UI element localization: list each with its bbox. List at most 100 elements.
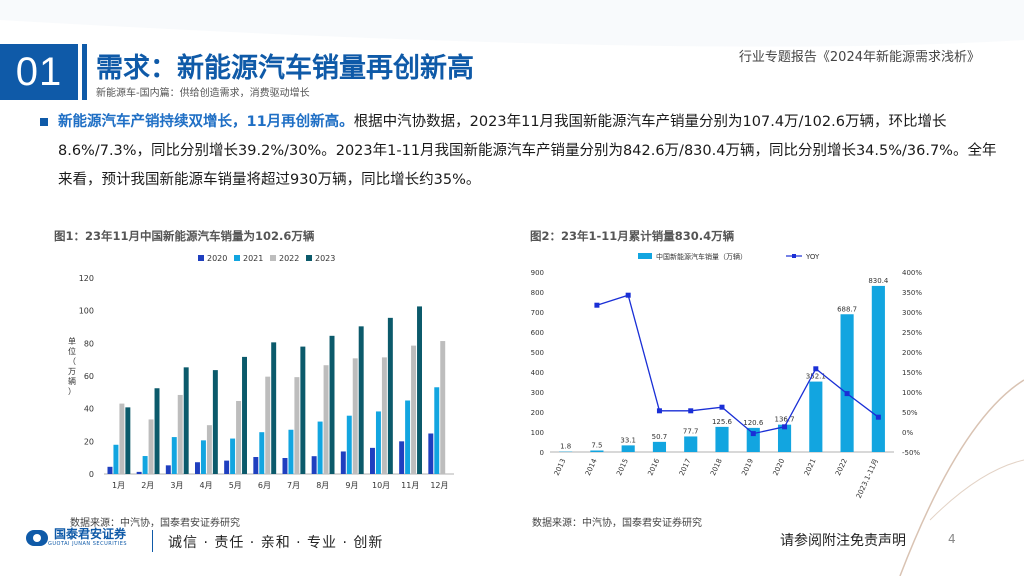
monthly-sales-bar-chart: 2020 2021 2022 2023 0 20 40 60 80 100 120 单位（万辆） 1月 2… — [68, 254, 454, 490]
legend-swatch — [306, 255, 312, 261]
figure2-chart: 中国新能源汽车销量（万辆） YOY 0 100 200 300 400 500 600 700 80… — [518, 248, 924, 510]
legend-label: 2021 — [243, 254, 263, 263]
bar-2021 — [171, 437, 177, 474]
bar-2022 — [206, 425, 212, 474]
yoy-point — [688, 408, 694, 414]
yoy-point — [719, 404, 725, 410]
bar-2020 — [399, 441, 405, 474]
bar-annual-sales — [590, 450, 604, 452]
bar-2021 — [375, 411, 381, 474]
bar-2020 — [136, 471, 142, 474]
footer-divider — [152, 530, 153, 552]
bar-annual-sales — [871, 285, 885, 452]
bar-annual-sales — [840, 314, 854, 452]
y2-tick-label: 250% — [902, 329, 922, 337]
bar-data-label: 125.6 — [712, 418, 733, 426]
x-tick-label: 12月 — [430, 481, 448, 490]
bar-data-label: 50.7 — [652, 433, 668, 441]
bar-2023 — [242, 356, 247, 474]
y2-tick-label: 200% — [902, 349, 922, 357]
x-tick-label: 2020 — [772, 457, 787, 477]
y-tick-label: 200 — [531, 409, 544, 417]
bar-2020 — [340, 451, 346, 474]
figure2-source: 数据来源：中汽协，国泰君安证券研究 — [532, 518, 702, 529]
legend-swatch-bar — [638, 253, 652, 259]
bar-2023 — [212, 370, 218, 474]
section-divider — [82, 44, 87, 100]
y-tick-label: 300 — [531, 389, 544, 397]
bar-annual-sales — [621, 445, 635, 452]
bar-2023 — [387, 317, 393, 474]
y2-tick-label: 50% — [902, 409, 918, 417]
bar-annual-sales — [777, 424, 792, 452]
bar-2020 — [282, 457, 288, 474]
bar-2021 — [288, 429, 294, 474]
y-tick-label: 700 — [531, 309, 544, 317]
legend-swatch — [270, 255, 276, 261]
x-tick-label: 2016 — [646, 457, 661, 477]
legend-label-line: YOY — [805, 253, 820, 261]
figure2-caption: 图2：23年1-11月累计销量830.4万辆 — [530, 229, 735, 243]
yoy-point — [750, 431, 756, 437]
legend-label: 2023 — [315, 254, 335, 263]
x-tick-label: 1月 — [112, 481, 125, 490]
bar-2020 — [428, 433, 434, 474]
y2-tick-label: 150% — [902, 369, 922, 377]
y-tick-label: 500 — [531, 349, 544, 357]
bar-2020 — [311, 456, 317, 474]
y2-tick-label: 0% — [902, 429, 913, 437]
y-tick-label: 100 — [531, 429, 544, 437]
x-tick-label: 9月 — [345, 481, 358, 490]
legend-label: 2020 — [207, 254, 227, 263]
legend-swatch — [198, 255, 204, 261]
yoy-point — [782, 424, 788, 430]
company-name-en: GUOTAI JUNAN SECURITIES — [48, 541, 128, 547]
y-tick-label: 800 — [531, 289, 544, 297]
bar-2021 — [317, 421, 323, 474]
bar-2020 — [165, 465, 171, 474]
bar-data-label: 830.4 — [868, 277, 889, 285]
body-text: 根据中汽协数据，2023年11月我国新能源汽车产销量分别为107.4万/102.… — [58, 114, 997, 188]
bar-data-label: 1.8 — [560, 443, 571, 451]
bar-annual-sales — [715, 426, 729, 452]
yoy-point — [656, 408, 662, 414]
bar-2022 — [236, 400, 242, 474]
footer-slogan: 诚信 · 责任 · 亲和 · 专业 · 创新 — [168, 535, 384, 551]
y-axis-label: 单位（万辆） — [68, 336, 76, 396]
y-tick-label: 40 — [84, 405, 94, 414]
bar-2020 — [107, 466, 113, 474]
figure1-chart: 2020 2021 2022 2023 0 20 40 60 80 100 120 单位（万辆） 1月 2… — [58, 248, 462, 510]
x-tick-label: 2014 — [584, 457, 599, 477]
bar-2023 — [183, 367, 189, 474]
x-tick-label: 4月 — [200, 481, 213, 490]
yoy-point — [875, 414, 881, 420]
bar-2022 — [381, 357, 387, 474]
figure1-source: 数据来源：中汽协，国泰君安证券研究 — [70, 518, 240, 529]
bar-2023 — [154, 388, 160, 474]
y2-tick-label: 100% — [902, 389, 922, 397]
y-tick-label: 60 — [84, 372, 94, 381]
bar-2022 — [352, 358, 358, 474]
body-paragraph: 新能源汽车产销持续双增长，11月再创新高。根据中汽协数据，2023年11月我国新… — [58, 108, 998, 195]
bullet-square-icon — [40, 118, 48, 126]
x-tick-label: 2023.1-11月 — [855, 457, 880, 499]
x-tick-label: 11月 — [401, 481, 419, 490]
page-title: 需求：新能源汽车销量再创新高 — [96, 53, 474, 84]
x-tick-label: 2013 — [553, 457, 568, 477]
disclaimer-link[interactable]: 请参阅附注免责声明 — [780, 533, 906, 549]
bar-2022 — [323, 365, 329, 474]
x-tick-label: 5月 — [229, 481, 242, 490]
bar-2022 — [265, 376, 271, 474]
bar-2022 — [440, 341, 446, 474]
x-tick-label: 6月 — [258, 481, 271, 490]
y-tick-label: 400 — [531, 369, 544, 377]
y-tick-label: 80 — [84, 339, 94, 348]
legend-swatch — [234, 255, 240, 261]
x-tick-label: 2018 — [709, 457, 724, 477]
y2-tick-label: 350% — [902, 289, 922, 297]
x-tick-label: 10月 — [372, 481, 390, 490]
x-tick-label: 2022 — [834, 457, 849, 477]
bar-2020 — [253, 457, 259, 474]
bar-2023 — [125, 407, 131, 474]
bar-data-label: 136.7 — [775, 416, 795, 424]
